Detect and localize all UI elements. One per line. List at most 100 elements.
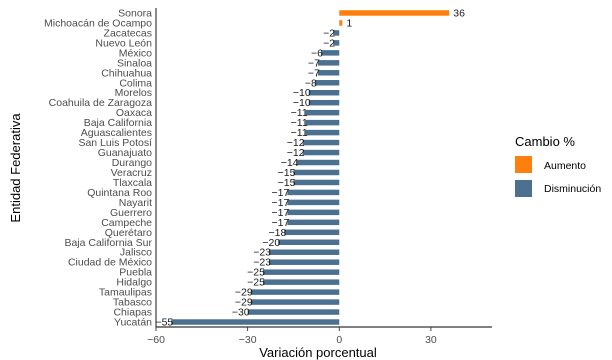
value-label-oaxaca: −11 bbox=[291, 107, 308, 119]
bar-queretaro bbox=[284, 229, 340, 236]
category-label-aguascalientes: Aguascalientes bbox=[81, 127, 152, 139]
value-label-quintana-roo: −17 bbox=[272, 187, 290, 199]
value-label-sinaloa: −7 bbox=[308, 57, 320, 69]
bar-jalisco bbox=[269, 249, 340, 255]
bar-chihuahua bbox=[317, 70, 340, 76]
category-label-nayarit: Nayarit bbox=[119, 197, 152, 209]
bar-tabasco bbox=[250, 299, 340, 305]
category-label-guerrero: Guerrero bbox=[110, 207, 152, 219]
bar-tamaulipas bbox=[250, 289, 340, 295]
category-label-quintana-roo: Quintana Roo bbox=[87, 187, 152, 199]
value-label-chihuahua: −7 bbox=[308, 67, 320, 79]
category-label-morelos: Morelos bbox=[115, 87, 152, 99]
value-label-tabasco: −29 bbox=[235, 297, 253, 309]
value-label-queretaro: −18 bbox=[268, 227, 286, 239]
legend-swatch-disminucion bbox=[515, 180, 532, 197]
bar-guanajuato bbox=[302, 149, 340, 156]
category-label-ciudad-de-mexico: Ciudad de México bbox=[68, 257, 152, 269]
bar-nuevo-leon bbox=[333, 40, 340, 46]
category-label-queretaro: Querétaro bbox=[105, 227, 152, 239]
category-label-durango: Durango bbox=[112, 157, 152, 169]
category-label-chihuahua: Chihuahua bbox=[101, 67, 152, 79]
bar-baja-california-sur bbox=[278, 239, 340, 246]
value-label-sonora: 36 bbox=[453, 7, 465, 19]
value-label-colima: −8 bbox=[305, 77, 317, 89]
category-label-tamaulipas: Tamaulipas bbox=[99, 287, 152, 299]
bar-yucatan bbox=[171, 319, 340, 325]
value-label-hidalgo: −25 bbox=[247, 277, 265, 289]
value-label-baja-california-sur: −20 bbox=[262, 237, 280, 249]
category-label-baja-california-sur: Baja California Sur bbox=[64, 237, 152, 249]
value-label-nuevo-leon: −2 bbox=[323, 37, 335, 49]
x-axis-title: Variación porcentual bbox=[259, 345, 377, 360]
value-label-baja-california: −11 bbox=[291, 117, 308, 129]
bar-colima bbox=[314, 80, 340, 86]
bar-hidalgo bbox=[262, 279, 340, 285]
value-label-mexico: −6 bbox=[311, 47, 323, 59]
bar-coahuila-de-zaragoza bbox=[308, 99, 340, 106]
value-label-campeche: −17 bbox=[272, 217, 290, 229]
legend-label-aumento: Aumento bbox=[544, 160, 586, 172]
bar-guerrero bbox=[287, 209, 340, 216]
value-label-michoacan-de-ocampo: 1 bbox=[346, 17, 352, 29]
bar-quintana-roo bbox=[287, 189, 340, 196]
value-label-tlaxcala: −15 bbox=[278, 177, 296, 189]
bar-chiapas bbox=[247, 309, 340, 315]
category-label-hidalgo: Hidalgo bbox=[116, 277, 152, 289]
value-label-durango: −14 bbox=[281, 157, 299, 169]
legend-label-disminucion: Disminución bbox=[544, 183, 601, 195]
value-label-morelos: −10 bbox=[293, 87, 311, 99]
bar-tlaxcala bbox=[293, 179, 340, 186]
category-label-colima: Colima bbox=[119, 77, 152, 89]
bar-michoacan-de-ocampo bbox=[339, 20, 343, 26]
category-label-michoacan-de-ocampo: Michoacán de Ocampo bbox=[44, 17, 152, 29]
x-tick-label: −60 bbox=[147, 334, 165, 346]
bar-sonora bbox=[339, 10, 450, 16]
category-label-baja-california: Baja California bbox=[84, 117, 152, 129]
x-tick-label: −30 bbox=[239, 334, 257, 346]
bar-sinaloa bbox=[317, 60, 340, 66]
bar-san-luis-potosi bbox=[302, 139, 340, 146]
bar-veracruz bbox=[293, 169, 340, 176]
y-axis-title: Entidad Federativa bbox=[8, 113, 23, 223]
value-label-yucatan: −55 bbox=[155, 317, 173, 329]
bar-campeche bbox=[287, 219, 340, 226]
category-label-oaxaca: Oaxaca bbox=[116, 107, 152, 119]
value-label-guerrero: −17 bbox=[272, 207, 290, 219]
value-label-nayarit: −17 bbox=[272, 197, 290, 209]
x-axis-ticks: −60 −30 0 30 bbox=[147, 327, 437, 346]
category-label-veracruz: Veracruz bbox=[111, 167, 152, 179]
category-label-san-luis-potosi: San Luis Potosí bbox=[78, 137, 152, 149]
value-label-jalisco: −23 bbox=[253, 247, 271, 259]
bar-morelos bbox=[308, 89, 340, 96]
value-label-ciudad-de-mexico: −23 bbox=[253, 257, 271, 269]
bar-oaxaca bbox=[305, 109, 340, 116]
bar-ciudad-de-mexico bbox=[269, 259, 340, 265]
category-label-sonora: Sonora bbox=[118, 7, 152, 19]
category-label-nuevo-leon: Nuevo León bbox=[95, 37, 152, 49]
value-label-san-luis-potosi: −12 bbox=[287, 137, 305, 149]
bars-group bbox=[171, 10, 450, 325]
legend-swatch-aumento bbox=[515, 156, 532, 173]
category-label-campeche: Campeche bbox=[101, 217, 152, 229]
category-label-chiapas: Chiapas bbox=[113, 307, 152, 319]
category-label-tabasco: Tabasco bbox=[113, 297, 152, 309]
bar-puebla bbox=[262, 269, 340, 275]
category-label-guanajuato: Guanajuato bbox=[98, 147, 152, 159]
legend: Cambio % Aumento Disminución bbox=[515, 134, 601, 197]
bar-mexico bbox=[320, 50, 340, 56]
value-label-zacatecas: −2 bbox=[323, 27, 335, 39]
legend-title: Cambio % bbox=[515, 134, 575, 149]
value-labels: 361−2−2−6−7−7−8−10−10−11−11−11−12−12−14−… bbox=[155, 7, 465, 328]
value-label-coahuila-de-zaragoza: −10 bbox=[293, 97, 311, 109]
category-label-puebla: Puebla bbox=[119, 267, 152, 279]
category-label-yucatan: Yucatán bbox=[114, 317, 152, 329]
x-tick-label: 0 bbox=[336, 334, 342, 346]
value-label-puebla: −25 bbox=[247, 267, 265, 279]
bar-baja-california bbox=[305, 119, 340, 126]
x-tick-label: 30 bbox=[425, 334, 437, 346]
value-label-aguascalientes: −11 bbox=[291, 127, 308, 139]
category-label-mexico: México bbox=[119, 47, 152, 59]
